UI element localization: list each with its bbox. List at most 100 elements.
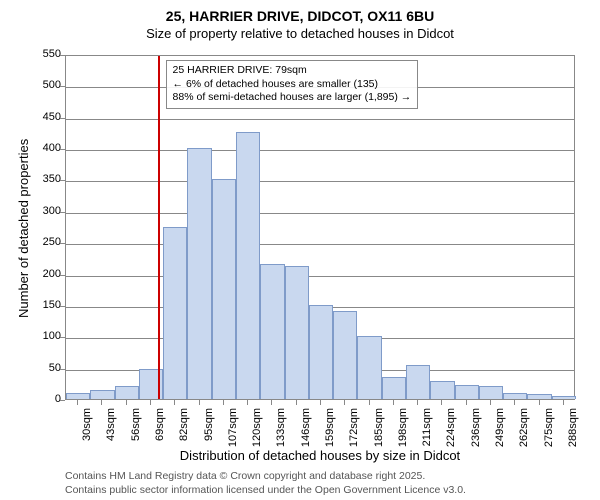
grid-line [66,276,574,277]
xtick-label: 185sqm [373,408,385,452]
histogram-bar [66,393,90,399]
annotation-line3: 88% of semi-detached houses are larger (… [173,91,412,105]
ytick-label: 100 [33,330,61,342]
ytick-mark [60,86,65,87]
xtick-label: 133sqm [275,408,287,452]
title-block: 25, HARRIER DRIVE, DIDCOT, OX11 6BU Size… [0,0,600,41]
grid-line [66,213,574,214]
xtick-mark [539,400,540,405]
xtick-label: 146sqm [300,408,312,452]
grid-line [66,244,574,245]
xtick-mark [563,400,564,405]
ytick-label: 450 [33,111,61,123]
xtick-mark [369,400,370,405]
xtick-mark [174,400,175,405]
xtick-label: 262sqm [518,408,530,452]
xtick-mark [344,400,345,405]
ytick-label: 150 [33,299,61,311]
ytick-mark [60,243,65,244]
xtick-mark [199,400,200,405]
histogram-bar [260,264,284,399]
ytick-mark [60,337,65,338]
xtick-label: 107sqm [227,408,239,452]
footer-line1: Contains HM Land Registry data © Crown c… [65,470,466,484]
ytick-mark [60,118,65,119]
xtick-label: 159sqm [324,408,336,452]
ytick-label: 400 [33,142,61,154]
grid-line [66,150,574,151]
xtick-label: 198sqm [397,408,409,452]
ytick-mark [60,306,65,307]
histogram-bar [236,132,260,399]
xtick-label: 56sqm [130,408,142,452]
histogram-bar [333,311,357,399]
histogram-bar [357,336,381,399]
ytick-label: 550 [33,48,61,60]
histogram-bar [527,394,551,399]
ytick-label: 250 [33,236,61,248]
histogram-bar [503,393,527,399]
xtick-mark [126,400,127,405]
histogram-bar [90,390,114,399]
histogram-bar [115,386,139,399]
xtick-mark [247,400,248,405]
histogram-bar [309,305,333,399]
xtick-label: 172sqm [348,408,360,452]
histogram-bar [187,148,211,399]
annotation-line1: 25 HARRIER DRIVE: 79sqm [173,64,412,78]
property-marker-line [158,56,160,399]
histogram-bar [479,386,503,399]
xtick-label: 211sqm [421,408,433,452]
xtick-label: 82sqm [178,408,190,452]
grid-line [66,181,574,182]
ytick-label: 500 [33,79,61,91]
ytick-mark [60,400,65,401]
histogram-bar [212,179,236,399]
xtick-mark [296,400,297,405]
histogram-bar [455,385,479,399]
ytick-label: 0 [33,393,61,405]
xtick-label: 224sqm [445,408,457,452]
xtick-label: 69sqm [154,408,166,452]
chart-container: 25, HARRIER DRIVE, DIDCOT, OX11 6BU Size… [0,0,600,500]
ytick-label: 300 [33,205,61,217]
xtick-mark [150,400,151,405]
y-axis-label: Number of detached properties [16,138,31,317]
xtick-label: 249sqm [494,408,506,452]
chart-title-line2: Size of property relative to detached ho… [0,26,600,41]
grid-line [66,119,574,120]
histogram-bar [552,396,576,399]
xtick-label: 43sqm [105,408,117,452]
xtick-mark [77,400,78,405]
xtick-mark [320,400,321,405]
histogram-bar [430,381,454,399]
ytick-label: 200 [33,268,61,280]
histogram-bar [406,365,430,400]
ytick-mark [60,55,65,56]
xtick-label: 236sqm [470,408,482,452]
xtick-label: 288sqm [567,408,579,452]
chart-title-line1: 25, HARRIER DRIVE, DIDCOT, OX11 6BU [0,8,600,24]
ytick-mark [60,275,65,276]
xtick-mark [514,400,515,405]
xtick-mark [223,400,224,405]
footer-attribution: Contains HM Land Registry data © Crown c… [65,470,466,497]
xtick-mark [466,400,467,405]
ytick-mark [60,180,65,181]
xtick-label: 30sqm [81,408,93,452]
xtick-label: 275sqm [543,408,555,452]
xtick-label: 95sqm [203,408,215,452]
ytick-mark [60,149,65,150]
ytick-mark [60,212,65,213]
histogram-bar [285,266,309,399]
plot-area: 25 HARRIER DRIVE: 79sqm← 6% of detached … [65,55,575,400]
annotation-box: 25 HARRIER DRIVE: 79sqm← 6% of detached … [166,60,419,109]
histogram-bar [163,227,187,400]
ytick-mark [60,369,65,370]
histogram-bar [382,377,406,399]
annotation-line2: ← 6% of detached houses are smaller (135… [173,78,412,92]
ytick-label: 350 [33,173,61,185]
ytick-label: 50 [33,362,61,374]
xtick-mark [490,400,491,405]
footer-line2: Contains public sector information licen… [65,484,466,498]
